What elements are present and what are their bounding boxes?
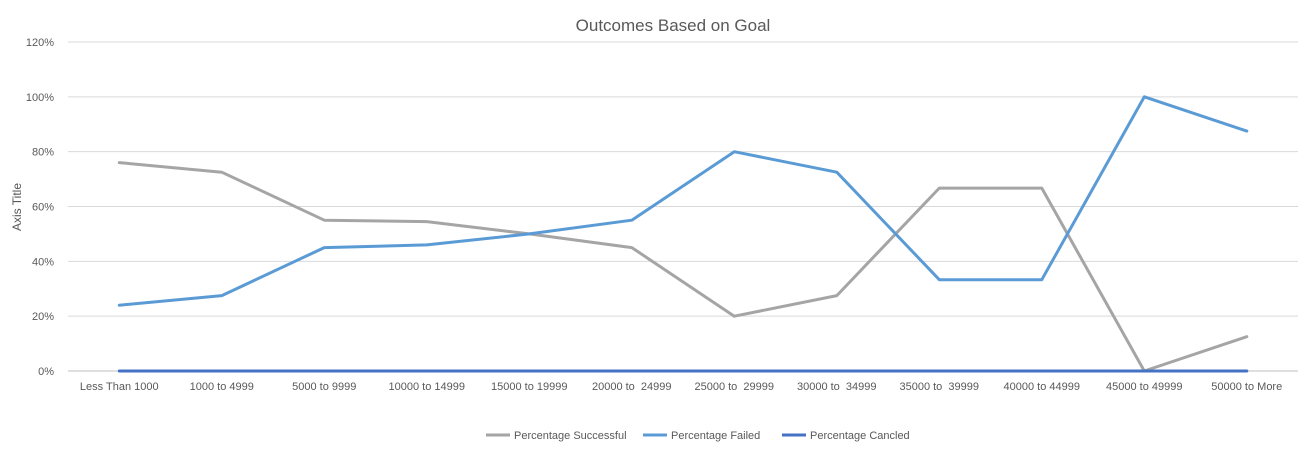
y-axis-title: Axis Title (10, 183, 24, 231)
x-tick-label: 50000 to More (1211, 381, 1282, 393)
gridlines (68, 41, 1298, 372)
x-tick-label: 20000 to 24999 (592, 381, 672, 393)
legend-label: Percentage Cancled (810, 430, 910, 442)
y-tick-labels: 0% 20% 40% 60% 80% 100% 120% (26, 37, 54, 378)
legend-label: Percentage Successful (514, 430, 627, 442)
x-tick-label: 10000 to 14999 (389, 381, 465, 393)
x-tick-label: 1000 to 4999 (190, 381, 254, 393)
series-lines (117, 95, 1249, 373)
x-tick-label: 25000 to 29999 (694, 381, 774, 393)
legend-item: Percentage Failed (643, 430, 760, 442)
x-tick-label: 45000 to 49999 (1106, 381, 1182, 393)
series-line-1 (117, 161, 1249, 373)
y-tick-label: 120% (26, 37, 54, 49)
legend-item: Percentage Successful (486, 430, 627, 442)
x-tick-label: 40000 to 44999 (1004, 381, 1080, 393)
y-tick-label: 0% (38, 366, 54, 378)
x-tick-labels: Less Than 1000 1000 to 4999 5000 to 9999 10… (80, 381, 1282, 393)
legend-item: Percentage Cancled (782, 430, 910, 442)
y-tick-label: 60% (32, 202, 54, 214)
x-tick-label: 30000 to 34999 (797, 381, 877, 393)
y-tick-label: 40% (32, 256, 54, 268)
y-tick-label: 80% (32, 147, 54, 159)
legend-label: Percentage Failed (671, 430, 760, 442)
y-tick-label: 100% (26, 92, 54, 104)
y-tick-label: 20% (32, 311, 54, 323)
x-tick-label: 15000 to 19999 (491, 381, 567, 393)
series-line-2 (117, 95, 1249, 307)
legend: Percentage Successful Percentage Failed Pe… (486, 430, 910, 442)
x-tick-label: 5000 to 9999 (292, 381, 356, 393)
x-tick-label: Less Than 1000 (80, 381, 159, 393)
chart-title: Outcomes Based on Goal (576, 16, 771, 35)
x-tick-label: 35000 to 39999 (899, 381, 979, 393)
